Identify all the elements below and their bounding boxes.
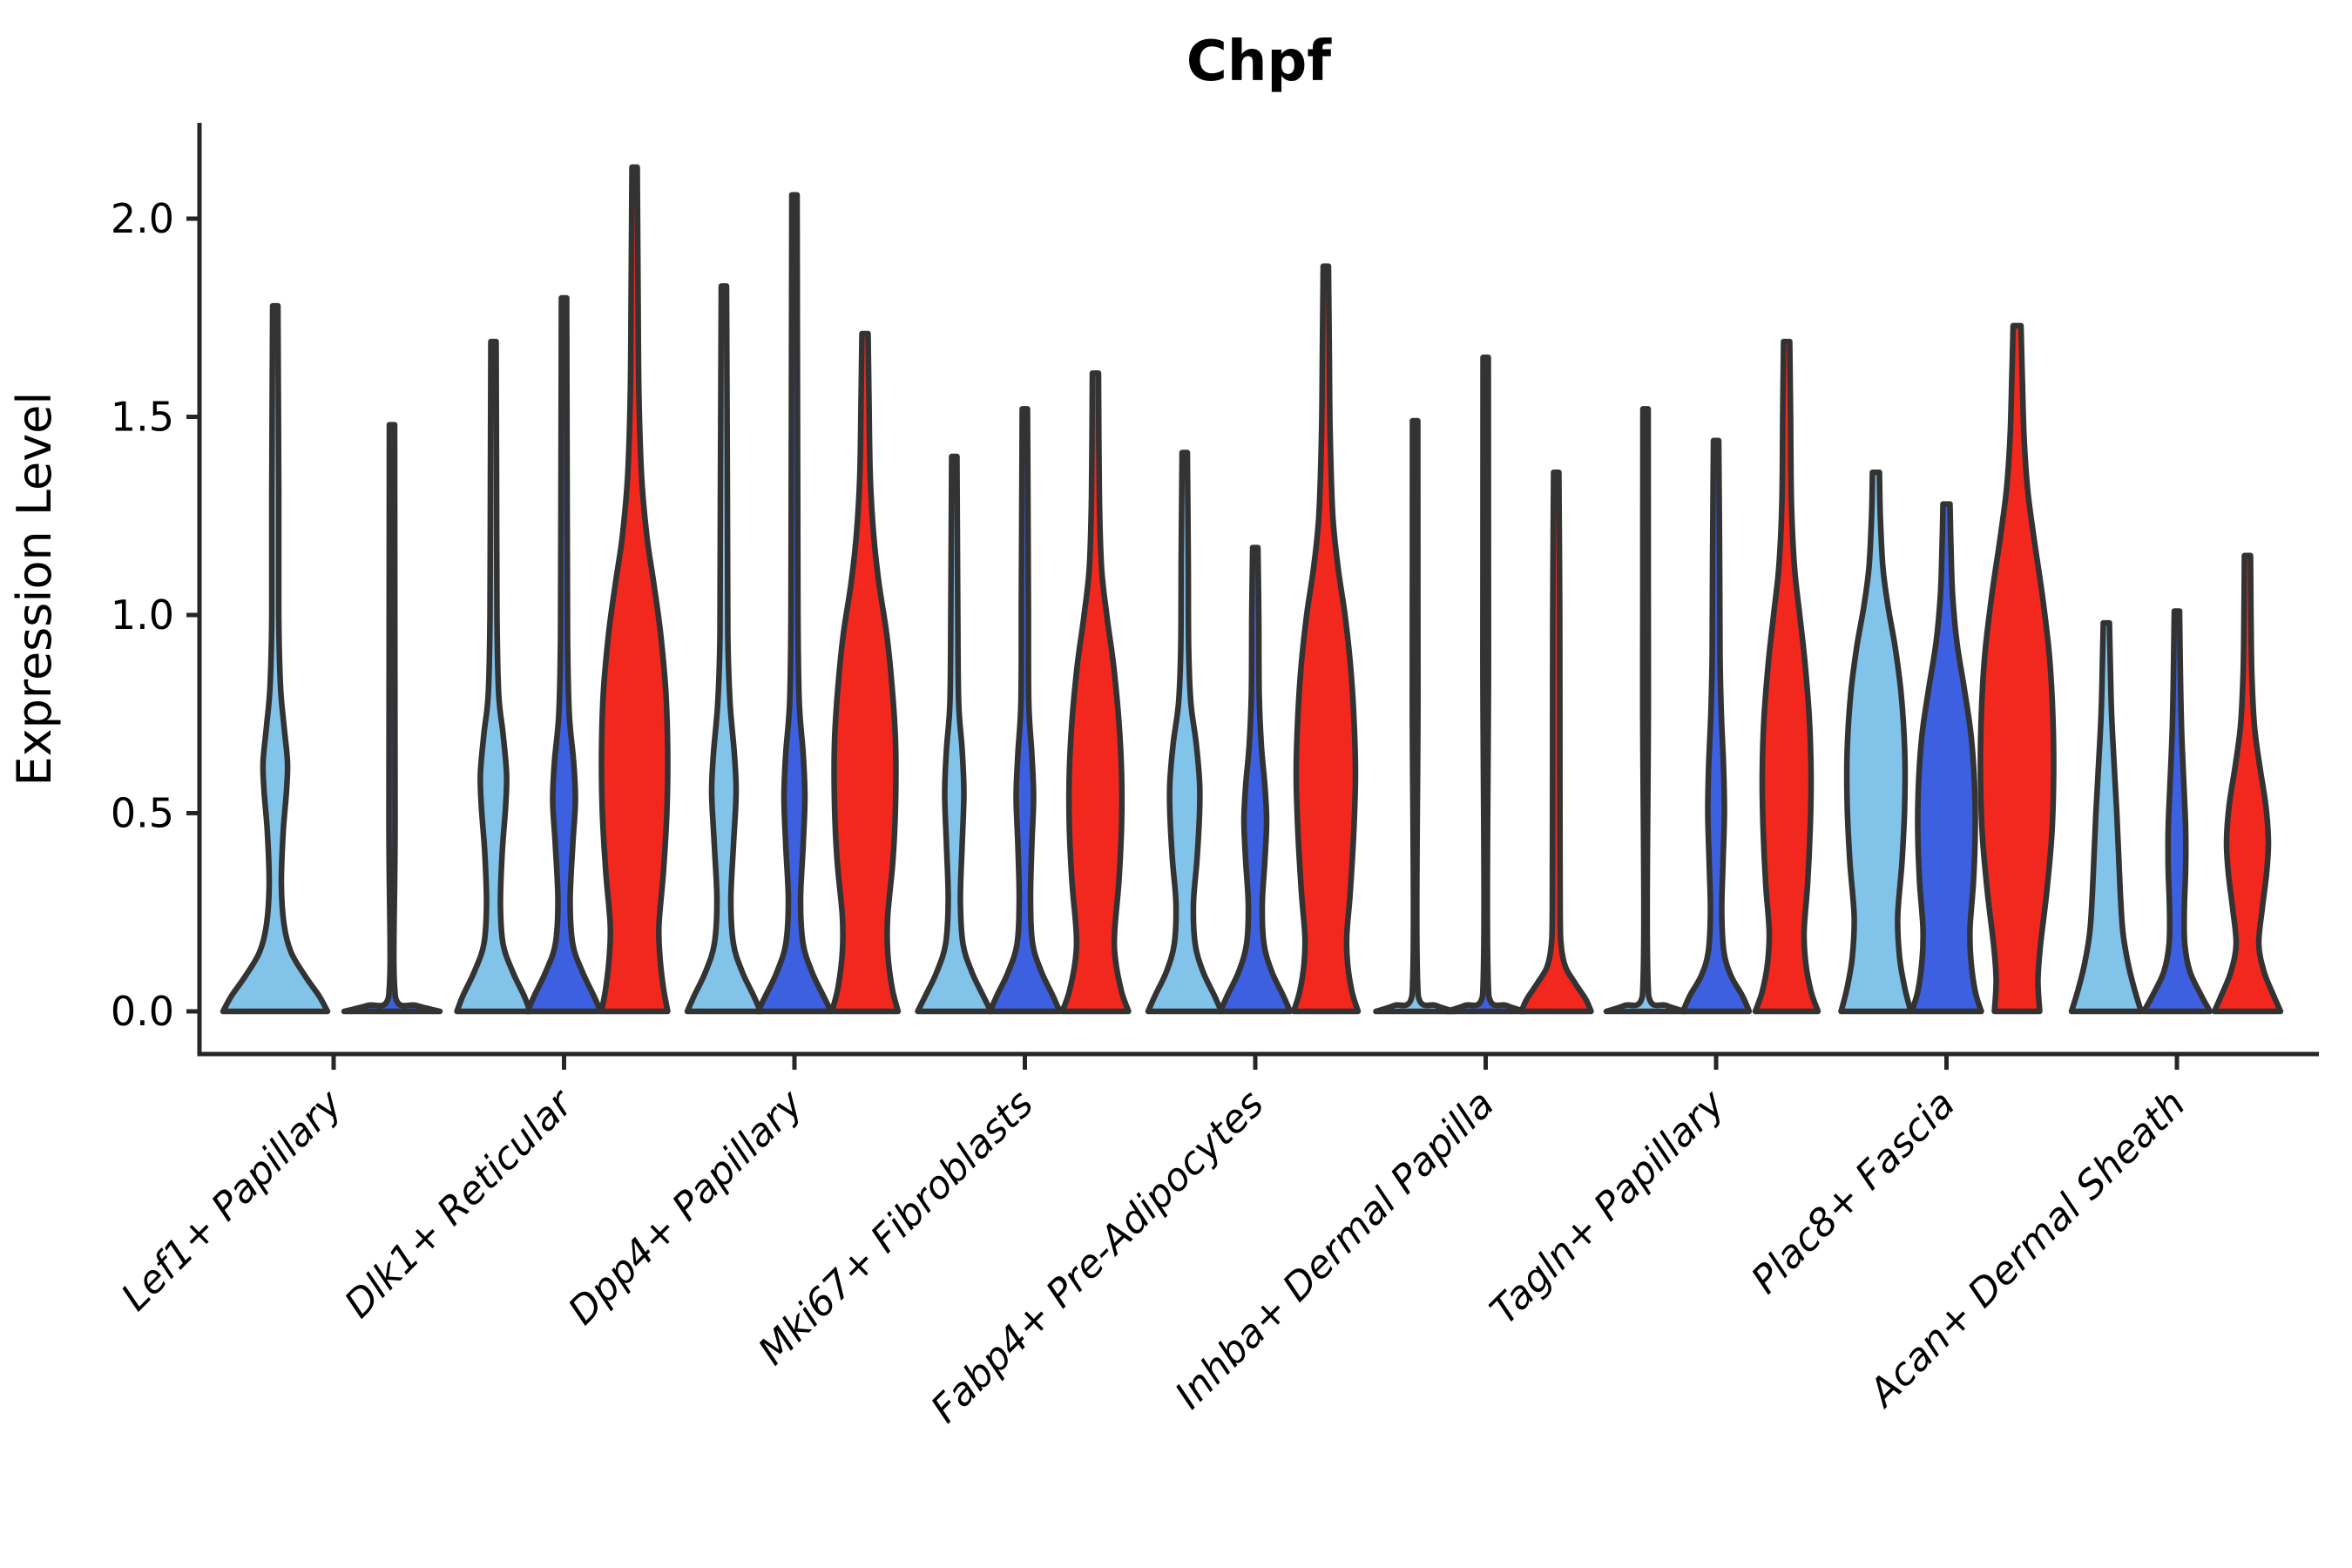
violin-acan-dermal-sheath-red (2211, 552, 2284, 1015)
violin-acan-dermal-sheath-dark_blue (2140, 608, 2213, 1015)
violin-tagln-papillary-red (1752, 338, 1821, 1015)
violin-dlk1-reticular-dark_blue (524, 294, 604, 1015)
axes-spines (197, 123, 2319, 1057)
violins-layer (220, 164, 2284, 1015)
violin-mki67-fibroblasts-dark_blue (987, 406, 1063, 1015)
y-tick-label: 2.0 (111, 195, 174, 242)
violin-fabp4-pre-adipocytes-light_blue (1145, 449, 1225, 1015)
violin-dpp4-papillary-red (828, 330, 902, 1015)
x-tick-label-lef1-papillary: Lef1+ Papillary (113, 1081, 352, 1320)
violin-lef1-papillary-light_blue (220, 302, 331, 1015)
x-tick-label-plac8-fascia: Plac8+ Fascia (1743, 1082, 1963, 1302)
y-axis-label: Expression Level (7, 392, 62, 787)
x-tick-label-dlk1-reticular: Dlk1+ Reticular (336, 1080, 583, 1327)
violin-dpp4-papillary-light_blue (684, 283, 764, 1015)
violin-acan-dermal-sheath-light_blue (2068, 619, 2145, 1015)
y-tick-label: 0.0 (111, 988, 174, 1035)
violin-lef1-papillary-dark_blue (341, 422, 443, 1015)
violin-plac8-fascia-red (1977, 322, 2057, 1015)
violin-inhba-dermal-papilla-red (1518, 469, 1594, 1015)
violin-dlk1-reticular-red (598, 164, 671, 1015)
violin-tagln-papillary-light_blue (1603, 406, 1688, 1015)
violin-mki67-fibroblasts-light_blue (915, 453, 994, 1015)
violin-tagln-papillary-dark_blue (1680, 437, 1753, 1015)
violin-dpp4-papillary-dark_blue (754, 192, 835, 1015)
violin-plac8-fascia-dark_blue (1909, 501, 1984, 1015)
violin-fabp4-pre-adipocytes-dark_blue (1217, 544, 1294, 1015)
chart-title: Chpf (1186, 30, 1332, 94)
violin-inhba-dermal-papilla-dark_blue (1443, 355, 1528, 1015)
x-tick-label-tagln-papillary: Tagln+ Papillary (1482, 1081, 1734, 1333)
y-axis-ticks: 0.0 0.5 1.0 1.5 2.0 (111, 195, 199, 1035)
violin-fabp4-pre-adipocytes-red (1290, 263, 1362, 1015)
violin-dlk1-reticular-light_blue (454, 338, 533, 1015)
violin-mki67-fibroblasts-red (1059, 370, 1132, 1015)
y-tick-label: 1.0 (111, 591, 174, 639)
y-tick-label: 0.5 (111, 790, 174, 837)
violin-inhba-dermal-papilla-light_blue (1373, 417, 1457, 1015)
y-tick-label: 1.5 (111, 394, 174, 441)
x-tick-label-dpp4-papillary: Dpp4+ Papillary (560, 1081, 813, 1334)
violin-plac8-fascia-light_blue (1838, 469, 1914, 1015)
